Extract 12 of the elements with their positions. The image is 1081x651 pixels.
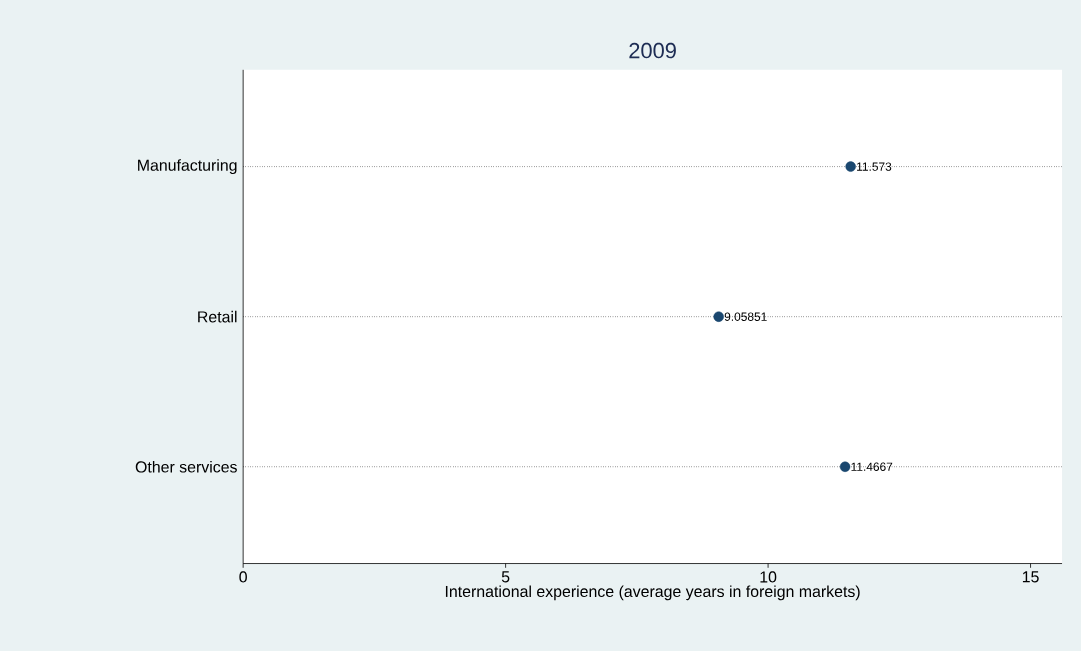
x-tick-label: 5 (501, 571, 510, 583)
x-axis-title: International experience (average years in foreign markets) (445, 585, 860, 601)
y-tick-label: Retail (198, 310, 237, 323)
x-tick-label: 0 (239, 571, 247, 583)
data-label: 11.4667 (851, 462, 893, 471)
x-tick-label: 10 (760, 571, 777, 583)
y-tick-label: Other services (135, 460, 237, 473)
data-label: 11.573 (857, 162, 892, 171)
x-tick-label: 15 (1022, 571, 1039, 583)
y-tick-label: Manufacturing (138, 159, 237, 174)
chart-title: 2009 (629, 42, 676, 59)
data-label: 9.05851 (724, 312, 767, 321)
